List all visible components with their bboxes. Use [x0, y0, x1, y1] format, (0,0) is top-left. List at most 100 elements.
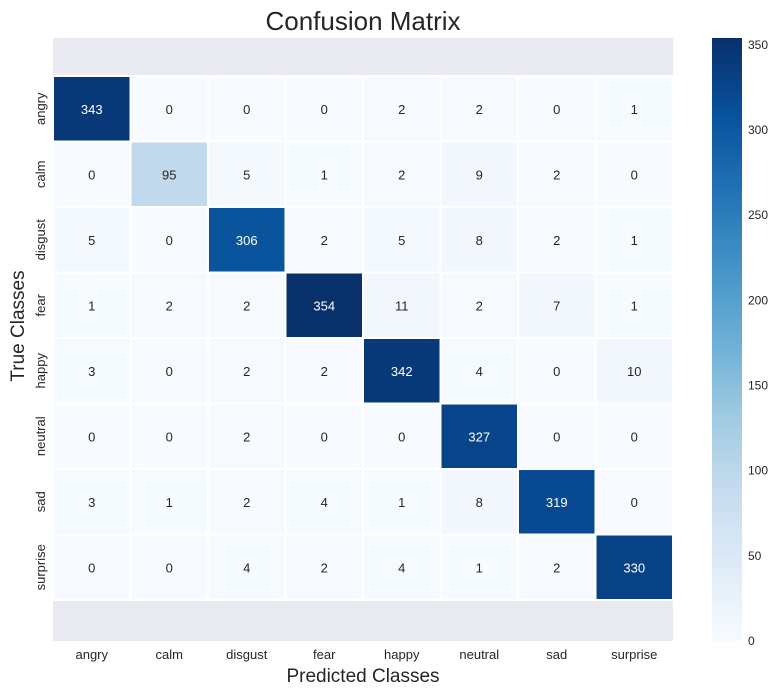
- cell-value-label: 3: [88, 364, 95, 379]
- cell-value-label: 5: [88, 233, 95, 248]
- cell-value-label: 0: [88, 560, 95, 575]
- cell-value-label: 8: [476, 495, 483, 510]
- colorbar-tick-label: 50: [748, 549, 762, 563]
- heatmap-cell: [284, 402, 364, 470]
- colorbar-gradient: [712, 38, 742, 641]
- heatmap-cell: [517, 468, 597, 536]
- heatmap-cell: [362, 206, 442, 274]
- cell-value-label: 1: [166, 495, 173, 510]
- cell-value-label: 306: [236, 233, 258, 248]
- cell-value-label: 327: [468, 429, 490, 444]
- cell-value-label: 3: [88, 495, 95, 510]
- chart-title: Confusion Matrix: [265, 6, 460, 36]
- heatmap-cell: [207, 468, 287, 536]
- heatmap-cell: [517, 337, 597, 405]
- colorbar: 0 50 100 150 200 250 300 350: [712, 38, 768, 648]
- heatmap-cell: [594, 271, 674, 339]
- y-tick-label: surprise: [33, 544, 48, 590]
- y-axis-ticks: angry calm disgust fear happy neutral sad surpr…: [33, 92, 48, 590]
- heatmap-cell: [439, 271, 519, 339]
- cell-value-label: 4: [321, 495, 328, 510]
- heatmap-cell: [517, 206, 597, 274]
- cell-value-label: 2: [243, 298, 250, 313]
- y-axis-label: True Classes: [8, 270, 29, 381]
- cell-value-label: 354: [313, 298, 335, 313]
- cell-value-label: 2: [553, 233, 560, 248]
- heatmap-cell: [52, 533, 132, 601]
- cell-value-label: 2: [476, 298, 483, 313]
- colorbar-tick-label: 100: [748, 464, 768, 478]
- colorbar-tick-label: 200: [748, 293, 768, 307]
- cell-value-label: 0: [631, 429, 638, 444]
- x-tick-label: calm: [156, 647, 183, 662]
- heatmap-cell: [129, 75, 209, 143]
- heatmap-cell: [594, 468, 674, 536]
- cell-value-label: 1: [631, 298, 638, 313]
- heatmap-cell: [439, 140, 519, 208]
- heatmap-cell: [594, 140, 674, 208]
- y-tick-label: fear: [33, 293, 48, 316]
- colorbar-tick-label: 300: [748, 123, 768, 137]
- y-tick-label: calm: [33, 161, 48, 188]
- y-tick-label: sad: [33, 491, 48, 512]
- heatmap-cell: [129, 140, 209, 208]
- heatmap-cell: [439, 337, 519, 405]
- cell-value-label: 1: [321, 167, 328, 182]
- cell-value-label: 319: [546, 495, 568, 510]
- cell-value-label: 0: [166, 364, 173, 379]
- heatmap-cell: [129, 468, 209, 536]
- cell-value-label: 0: [166, 429, 173, 444]
- cell-value-label: 2: [398, 167, 405, 182]
- y-tick-label: happy: [33, 353, 48, 389]
- x-tick-label: happy: [384, 647, 420, 662]
- cell-value-label: 2: [321, 233, 328, 248]
- cell-value-label: 0: [321, 102, 328, 117]
- cell-value-label: 4: [398, 560, 405, 575]
- heatmap-cell: [439, 533, 519, 601]
- x-tick-label: neutral: [459, 647, 499, 662]
- heatmap-cell: [594, 533, 674, 601]
- heatmap-cell: [52, 468, 132, 536]
- heatmap-cell: [594, 337, 674, 405]
- x-axis-label: Predicted Classes: [286, 666, 439, 687]
- x-tick-label: sad: [546, 647, 567, 662]
- heatmap-cell: [362, 402, 442, 470]
- cell-value-label: 342: [391, 364, 413, 379]
- cell-value-label: 7: [553, 298, 560, 313]
- cell-value-label: 9: [476, 167, 483, 182]
- heatmap-cell: [129, 271, 209, 339]
- colorbar-tick-label: 250: [748, 208, 768, 222]
- heatmap-cell: [52, 140, 132, 208]
- heatmap-cell: [207, 533, 287, 601]
- cell-value-label: 0: [631, 167, 638, 182]
- heatmap-cell: [52, 402, 132, 470]
- heatmap-cell: [129, 206, 209, 274]
- cell-value-label: 0: [243, 102, 250, 117]
- cell-value-label: 5: [243, 167, 250, 182]
- cell-value-label: 343: [81, 102, 103, 117]
- x-tick-label: angry: [75, 647, 108, 662]
- y-tick-label: disgust: [33, 219, 48, 261]
- cell-value-label: 0: [166, 102, 173, 117]
- cell-value-label: 0: [166, 233, 173, 248]
- cell-value-label: 2: [243, 429, 250, 444]
- cell-value-label: 0: [553, 364, 560, 379]
- heatmap-cell: [207, 402, 287, 470]
- y-tick-label: neutral: [33, 416, 48, 456]
- cell-value-label: 2: [476, 102, 483, 117]
- heatmap-cell: [594, 206, 674, 274]
- cell-value-label: 1: [476, 560, 483, 575]
- cell-value-label: 2: [321, 560, 328, 575]
- heatmap-cell: [594, 75, 674, 143]
- heatmap-cell: [284, 533, 364, 601]
- heatmap-cell: [207, 206, 287, 274]
- heatmap-cell: [207, 75, 287, 143]
- cell-value-label: 1: [631, 233, 638, 248]
- cell-value-label: 0: [166, 560, 173, 575]
- x-axis-ticks: angry calm disgust fear happy neutral sad surpr…: [75, 647, 657, 662]
- heatmap-cell: [594, 402, 674, 470]
- x-tick-label: disgust: [226, 647, 268, 662]
- cell-value-label: 2: [553, 167, 560, 182]
- colorbar-tick-label: 350: [748, 38, 768, 52]
